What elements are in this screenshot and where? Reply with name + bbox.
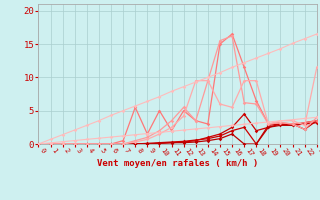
X-axis label: Vent moyen/en rafales ( km/h ): Vent moyen/en rafales ( km/h ) [97,159,258,168]
